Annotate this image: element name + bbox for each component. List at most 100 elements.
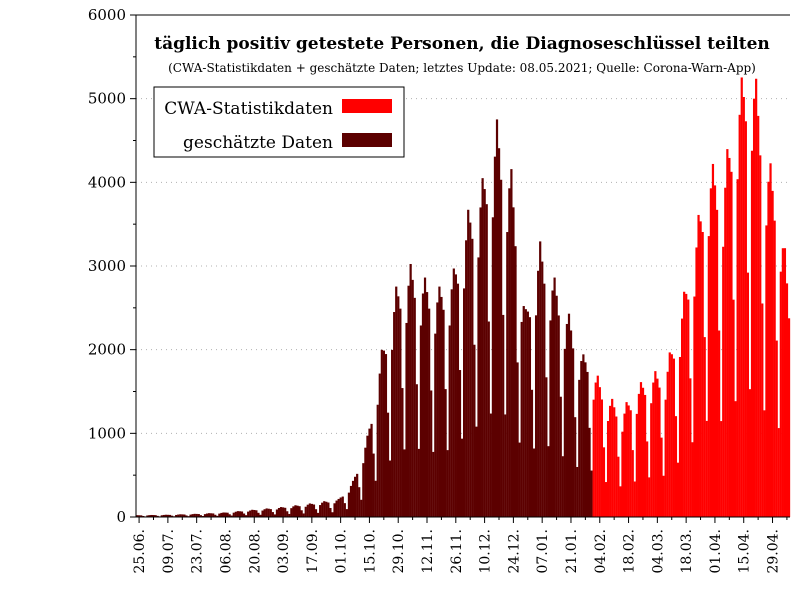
bar-estimated <box>423 277 427 517</box>
bar-estimated <box>205 513 209 517</box>
bar-cwa <box>643 394 647 517</box>
bar-cwa <box>763 410 766 517</box>
bar-estimated <box>230 515 233 517</box>
bar-estimated <box>175 514 178 517</box>
bar-estimated <box>393 312 396 517</box>
bar-cwa <box>596 375 599 517</box>
bar-estimated <box>411 279 414 517</box>
bar-cwa <box>639 382 643 517</box>
bar-cwa <box>641 387 645 517</box>
bar-estimated <box>138 515 141 517</box>
bar-estimated <box>467 209 470 517</box>
bar-estimated <box>384 354 388 517</box>
bar-estimated <box>148 515 151 517</box>
bar-estimated <box>282 507 285 517</box>
bar-estimated <box>319 505 322 517</box>
bar-cwa <box>697 214 700 517</box>
bar-cwa <box>785 283 789 517</box>
bar-estimated <box>485 204 488 517</box>
bar-cwa <box>736 179 739 517</box>
bar-estimated <box>306 504 309 517</box>
bar-estimated <box>207 513 211 517</box>
bar-cwa <box>771 190 774 517</box>
x-tick-label: 04.03. <box>650 529 666 574</box>
bar-cwa <box>627 405 630 517</box>
bar-estimated <box>372 453 375 517</box>
bar-estimated <box>290 508 293 517</box>
bar-estimated <box>391 349 394 517</box>
y-tick-label: 3000 <box>88 257 126 275</box>
x-tick-label: 18.02. <box>622 529 638 574</box>
x-tick-label: 09.07. <box>161 529 177 574</box>
bar-estimated <box>195 513 198 517</box>
bar-cwa <box>701 232 704 517</box>
bar-estimated <box>226 512 229 517</box>
bar-cwa <box>681 318 684 517</box>
bar-estimated <box>508 188 511 517</box>
bar-estimated <box>382 350 385 517</box>
bar-cwa <box>705 420 708 517</box>
bar-estimated <box>177 514 180 517</box>
bar-estimated <box>399 308 402 517</box>
bar-cwa <box>777 428 780 517</box>
x-tick-label: 15.10. <box>362 529 378 574</box>
bar-cwa <box>654 371 657 517</box>
bar-estimated <box>193 513 196 517</box>
bar-estimated <box>212 513 215 517</box>
bar-estimated <box>448 325 451 517</box>
bar-cwa <box>606 420 610 517</box>
bar-estimated <box>168 514 172 517</box>
bar-estimated <box>403 449 406 517</box>
bar-estimated <box>368 428 371 517</box>
x-tick-label: 12.11. <box>420 529 436 574</box>
bar-estimated <box>551 290 554 517</box>
bar-estimated <box>489 413 492 517</box>
bar-estimated <box>327 502 330 517</box>
bar-estimated <box>446 450 449 517</box>
bar-estimated <box>255 510 258 517</box>
bar-estimated <box>465 240 468 518</box>
bar-estimated <box>520 321 523 517</box>
bar-cwa <box>759 155 762 517</box>
bar-estimated <box>316 512 320 517</box>
x-tick-label: 29.04. <box>766 529 782 574</box>
bar-cwa <box>775 340 778 517</box>
bar-estimated <box>146 515 149 517</box>
bar-cwa <box>693 296 696 517</box>
axes <box>130 14 790 523</box>
bar-estimated <box>298 506 301 517</box>
bar-estimated <box>549 320 552 517</box>
y-tick-label: 0 <box>116 508 126 526</box>
bar-cwa <box>678 356 682 517</box>
bar-estimated <box>160 515 163 517</box>
bar-estimated <box>380 349 383 517</box>
x-tick-label: 01.10. <box>334 529 350 574</box>
bar-estimated <box>487 321 490 517</box>
bar-estimated <box>563 348 566 517</box>
bar-estimated <box>569 330 573 517</box>
bar-estimated <box>259 514 262 517</box>
bar-estimated <box>339 497 342 517</box>
x-tick-label: 24.12. <box>506 529 522 574</box>
bar-estimated <box>395 286 398 517</box>
bar-cwa <box>600 399 603 517</box>
x-tick-label: 15.04. <box>737 529 753 574</box>
bar-estimated <box>191 514 194 517</box>
bar-cwa <box>703 337 706 517</box>
bar-estimated <box>236 511 239 517</box>
bar-estimated <box>386 412 390 517</box>
bar-cwa <box>742 97 745 517</box>
bar-estimated <box>337 498 340 517</box>
bar-estimated <box>428 308 431 517</box>
bar-estimated <box>323 501 326 517</box>
chart-title: täglich positiv getestete Personen, die … <box>154 34 770 54</box>
bar-estimated <box>572 348 575 517</box>
bar-estimated <box>522 306 525 517</box>
bar-estimated <box>154 515 157 517</box>
bar-estimated <box>450 289 453 517</box>
bar-estimated <box>590 470 593 517</box>
bar-cwa <box>781 248 784 517</box>
bar-estimated <box>218 513 221 517</box>
bar-cwa <box>687 299 690 517</box>
bar-estimated <box>541 261 544 517</box>
